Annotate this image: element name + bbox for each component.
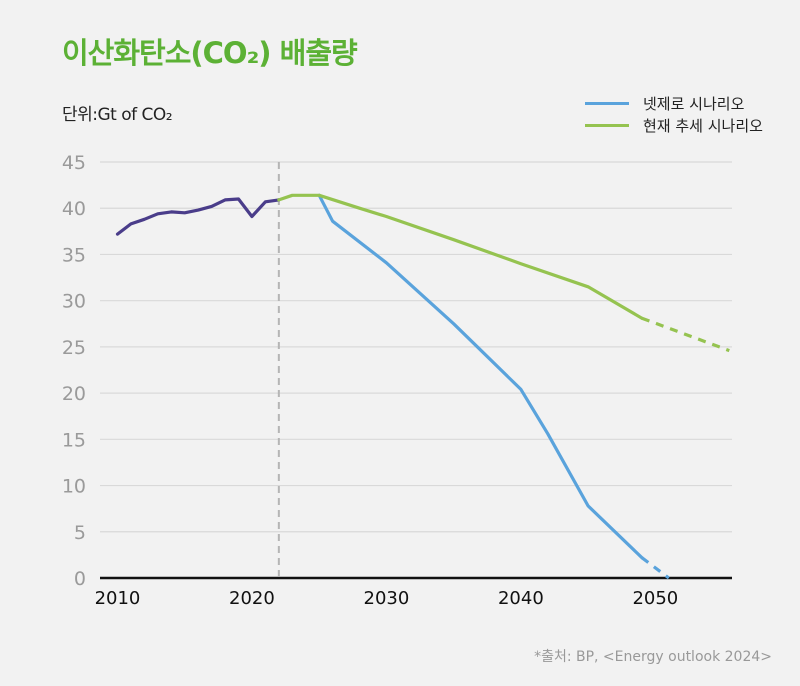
- y-tick-label-5: 5: [74, 522, 86, 544]
- series-projection-net_zero: [640, 556, 670, 580]
- y-axis-ticks: 0 5 10 15 20 25 30 35 40 45: [62, 152, 86, 590]
- y-tick-label-25: 25: [62, 337, 86, 359]
- y-tick-label-15: 15: [62, 429, 86, 451]
- x-tick-label-2050: 2050: [632, 588, 678, 609]
- x-tick-label-2020: 2020: [229, 588, 275, 609]
- y-tick-label-45: 45: [62, 152, 86, 174]
- source-note: *출처: BP, <Energy outlook 2024>: [534, 649, 772, 665]
- y-tick-label-35: 35: [62, 244, 86, 266]
- legend-label-net-zero: 넷제로 시나리오: [643, 94, 745, 113]
- series-projection-current_trend: [641, 316, 730, 353]
- y-tick-label-10: 10: [62, 476, 86, 498]
- legend-item-net-zero: 넷제로 시나리오: [585, 92, 763, 114]
- legend-swatch-net-zero: [585, 101, 629, 105]
- y-tick-label-0: 0: [74, 568, 86, 590]
- y-tick-label-40: 40: [62, 198, 86, 220]
- legend-label-current-trend: 현재 추세 시나리오: [643, 116, 763, 135]
- y-tick-label-20: 20: [62, 383, 86, 405]
- y-tick-label-30: 30: [62, 291, 86, 313]
- series-line-historical: [115, 197, 281, 236]
- legend-item-current-trend: 현재 추세 시나리오: [585, 114, 763, 136]
- x-axis-ticks: 2010 2020 2030 2040 2050: [95, 588, 679, 609]
- gridlines: [100, 161, 732, 580]
- x-tick-label-2040: 2040: [498, 588, 544, 609]
- legend: 넷제로 시나리오 현재 추세 시나리오: [585, 92, 763, 136]
- chart-title: 이산화탄소(CO₂) 배출량: [62, 36, 358, 70]
- series-line-net_zero: [317, 193, 644, 560]
- unit-label: 단위:Gt of CO₂: [62, 105, 173, 125]
- x-tick-label-2030: 2030: [364, 588, 410, 609]
- series-lines: [115, 193, 730, 580]
- x-tick-label-2010: 2010: [95, 588, 141, 609]
- series-line-current_trend: [277, 193, 644, 320]
- legend-swatch-current-trend: [585, 123, 629, 127]
